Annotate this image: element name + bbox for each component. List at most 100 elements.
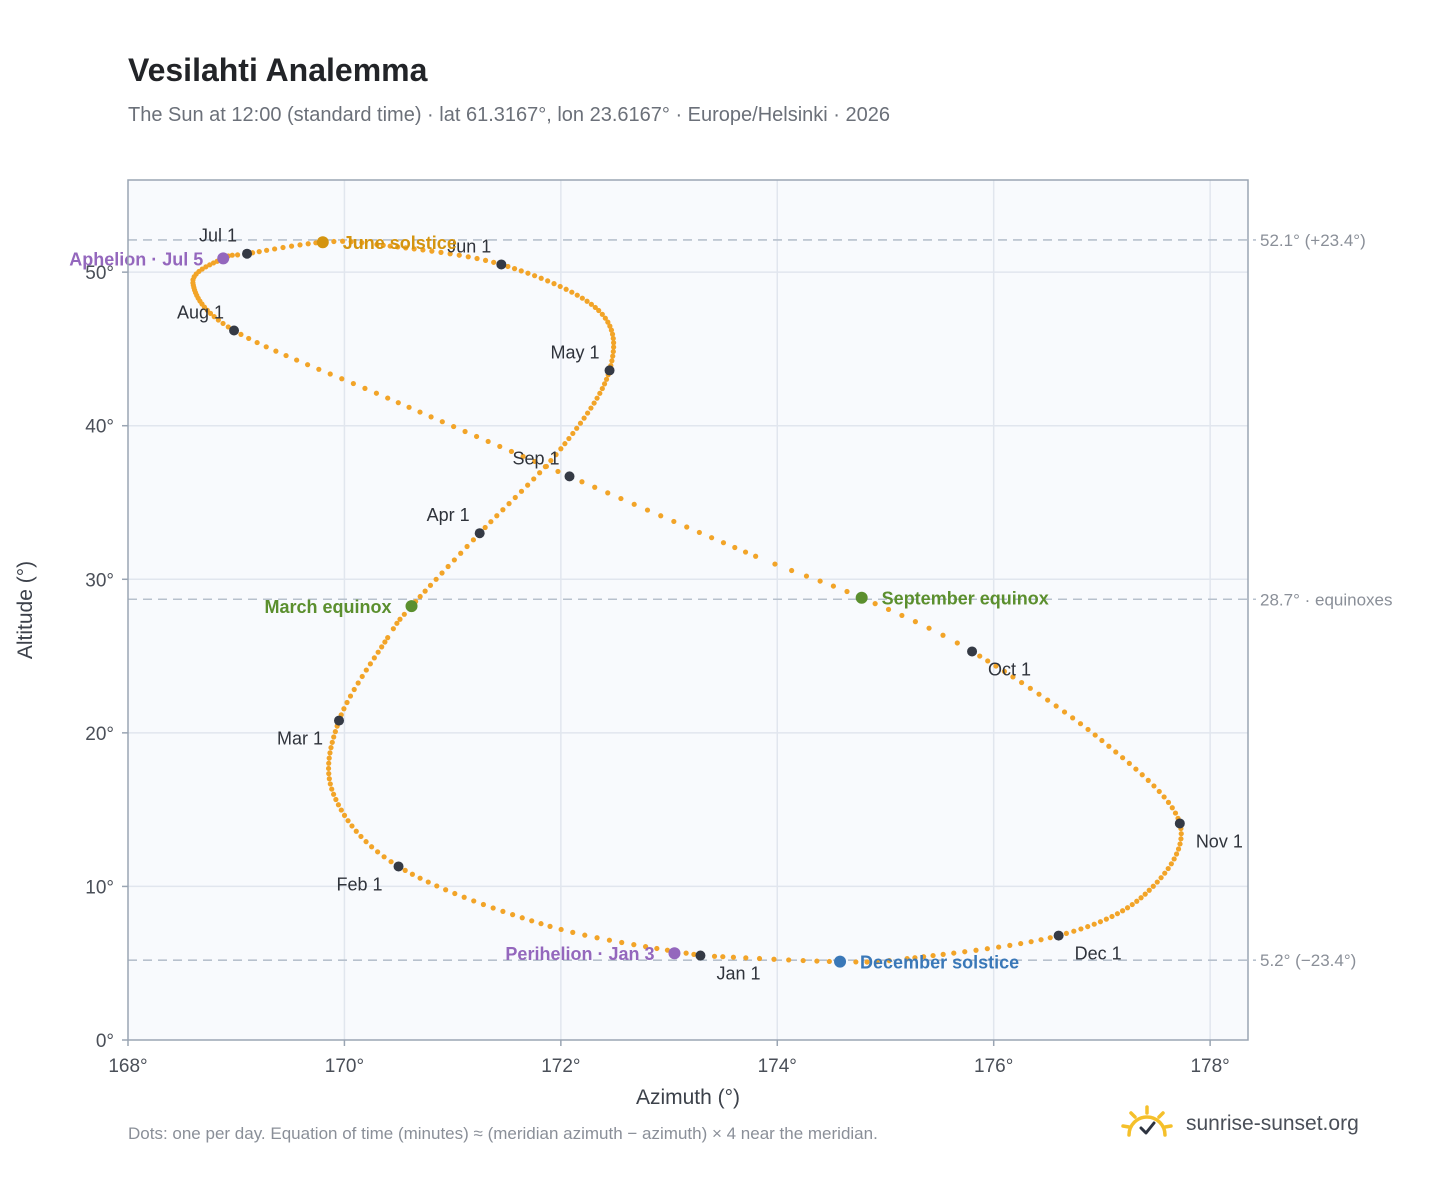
- daily-dot: [532, 458, 538, 465]
- brand[interactable]: sunrise-sunset.org: [1120, 1104, 1359, 1144]
- daily-dot: [553, 452, 559, 458]
- month-dot: [393, 861, 404, 872]
- daily-dot: [348, 239, 354, 245]
- daily-dot: [1145, 777, 1151, 783]
- daily-dot: [305, 241, 311, 247]
- daily-dot: [532, 273, 538, 279]
- daily-dot: [316, 366, 322, 372]
- daily-dot: [1165, 799, 1172, 805]
- daily-dot: [380, 242, 386, 248]
- daily-dot: [335, 802, 342, 808]
- daily-dot: [359, 240, 365, 246]
- daily-dot: [1172, 810, 1179, 816]
- daily-dot: [367, 661, 373, 667]
- daily-dot: [1099, 737, 1105, 744]
- daily-dot: [390, 626, 396, 632]
- y-tick-label: 40°: [85, 417, 114, 438]
- daily-dot: [511, 266, 518, 272]
- daily-dot: [588, 301, 594, 307]
- daily-dot: [505, 263, 511, 270]
- daily-dot: [351, 686, 357, 693]
- daily-dot: [519, 915, 525, 921]
- month-label: Mar 1: [277, 729, 323, 749]
- event-dot: [217, 252, 230, 265]
- event-dot: [668, 947, 681, 960]
- daily-dot: [1177, 841, 1183, 847]
- daily-dot: [609, 331, 616, 337]
- daily-dot: [204, 307, 210, 313]
- daily-dot: [562, 441, 568, 447]
- daily-dot: [461, 894, 467, 900]
- daily-dot: [417, 593, 423, 600]
- daily-dot: [447, 251, 453, 257]
- daily-dot: [720, 540, 727, 546]
- event-label: June solstice: [343, 233, 457, 253]
- daily-dot: [954, 640, 960, 646]
- daily-dot: [1027, 685, 1033, 691]
- daily-dot: [538, 921, 544, 927]
- daily-dot: [1071, 928, 1077, 934]
- x-tick-label: 178°: [1190, 1056, 1229, 1077]
- daily-dot: [328, 745, 334, 751]
- daily-dot: [993, 663, 999, 669]
- daily-dot: [371, 655, 377, 661]
- daily-dot: [325, 765, 332, 772]
- month-dot: [229, 325, 240, 336]
- daily-dot: [229, 252, 235, 258]
- daily-dot: [264, 247, 270, 253]
- daily-dot: [411, 246, 417, 252]
- daily-dot: [403, 245, 409, 251]
- reference-lines: 52.1° (+23.4°) 28.7° · equinoxes 5.2° (−23…: [128, 231, 1393, 970]
- daily-dot: [387, 243, 393, 249]
- daily-dot: [610, 353, 616, 359]
- daily-dot: [594, 395, 600, 401]
- reference-line-label: 5.2° (−23.4°): [1260, 951, 1356, 970]
- daily-dot: [395, 244, 401, 250]
- daily-dot: [471, 898, 477, 904]
- daily-dot: [1133, 766, 1139, 772]
- daily-dot: [671, 518, 677, 525]
- daily-dot: [473, 433, 480, 440]
- daily-dot: [506, 501, 512, 507]
- daily-dot: [417, 875, 423, 881]
- daily-dot: [996, 944, 1002, 950]
- daily-dot: [605, 319, 611, 325]
- daily-dot: [977, 653, 983, 659]
- event-label: March equinox: [264, 597, 391, 617]
- daily-dot: [602, 315, 608, 321]
- daily-dot: [930, 952, 936, 959]
- daily-dot: [1109, 913, 1115, 920]
- daily-dot: [563, 286, 569, 292]
- daily-dot: [438, 249, 444, 255]
- daily-dot: [742, 549, 749, 555]
- daily-dot: [433, 576, 439, 582]
- daily-dot: [470, 537, 477, 543]
- daily-dot: [730, 954, 737, 960]
- month-label: Sep 1: [512, 448, 559, 468]
- daily-dot: [1129, 901, 1135, 908]
- footnote: Dots: one per day. Equation of time (min…: [128, 1124, 878, 1143]
- daily-dot: [599, 385, 605, 392]
- daily-dot: [465, 254, 471, 260]
- daily-dot: [256, 249, 262, 255]
- daily-dot: [962, 949, 968, 955]
- daily-dot: [597, 390, 603, 396]
- daily-dot: [631, 942, 637, 948]
- daily-dot: [341, 812, 348, 818]
- daily-dot: [518, 488, 525, 494]
- daily-dot: [756, 955, 763, 962]
- daily-dot: [886, 958, 892, 964]
- daily-dot: [1077, 721, 1084, 727]
- daily-dot: [462, 428, 468, 435]
- daily-dot: [830, 583, 837, 589]
- daily-dot: [1173, 851, 1180, 857]
- y-tick-label: 20°: [85, 724, 114, 745]
- month-dot: [474, 528, 485, 539]
- daily-dot: [382, 639, 388, 645]
- daily-dot: [1007, 942, 1013, 948]
- daily-dot: [358, 833, 364, 840]
- daily-dot: [551, 281, 557, 287]
- daily-dot: [1161, 794, 1167, 800]
- daily-dot: [601, 381, 608, 387]
- daily-dot: [402, 867, 408, 873]
